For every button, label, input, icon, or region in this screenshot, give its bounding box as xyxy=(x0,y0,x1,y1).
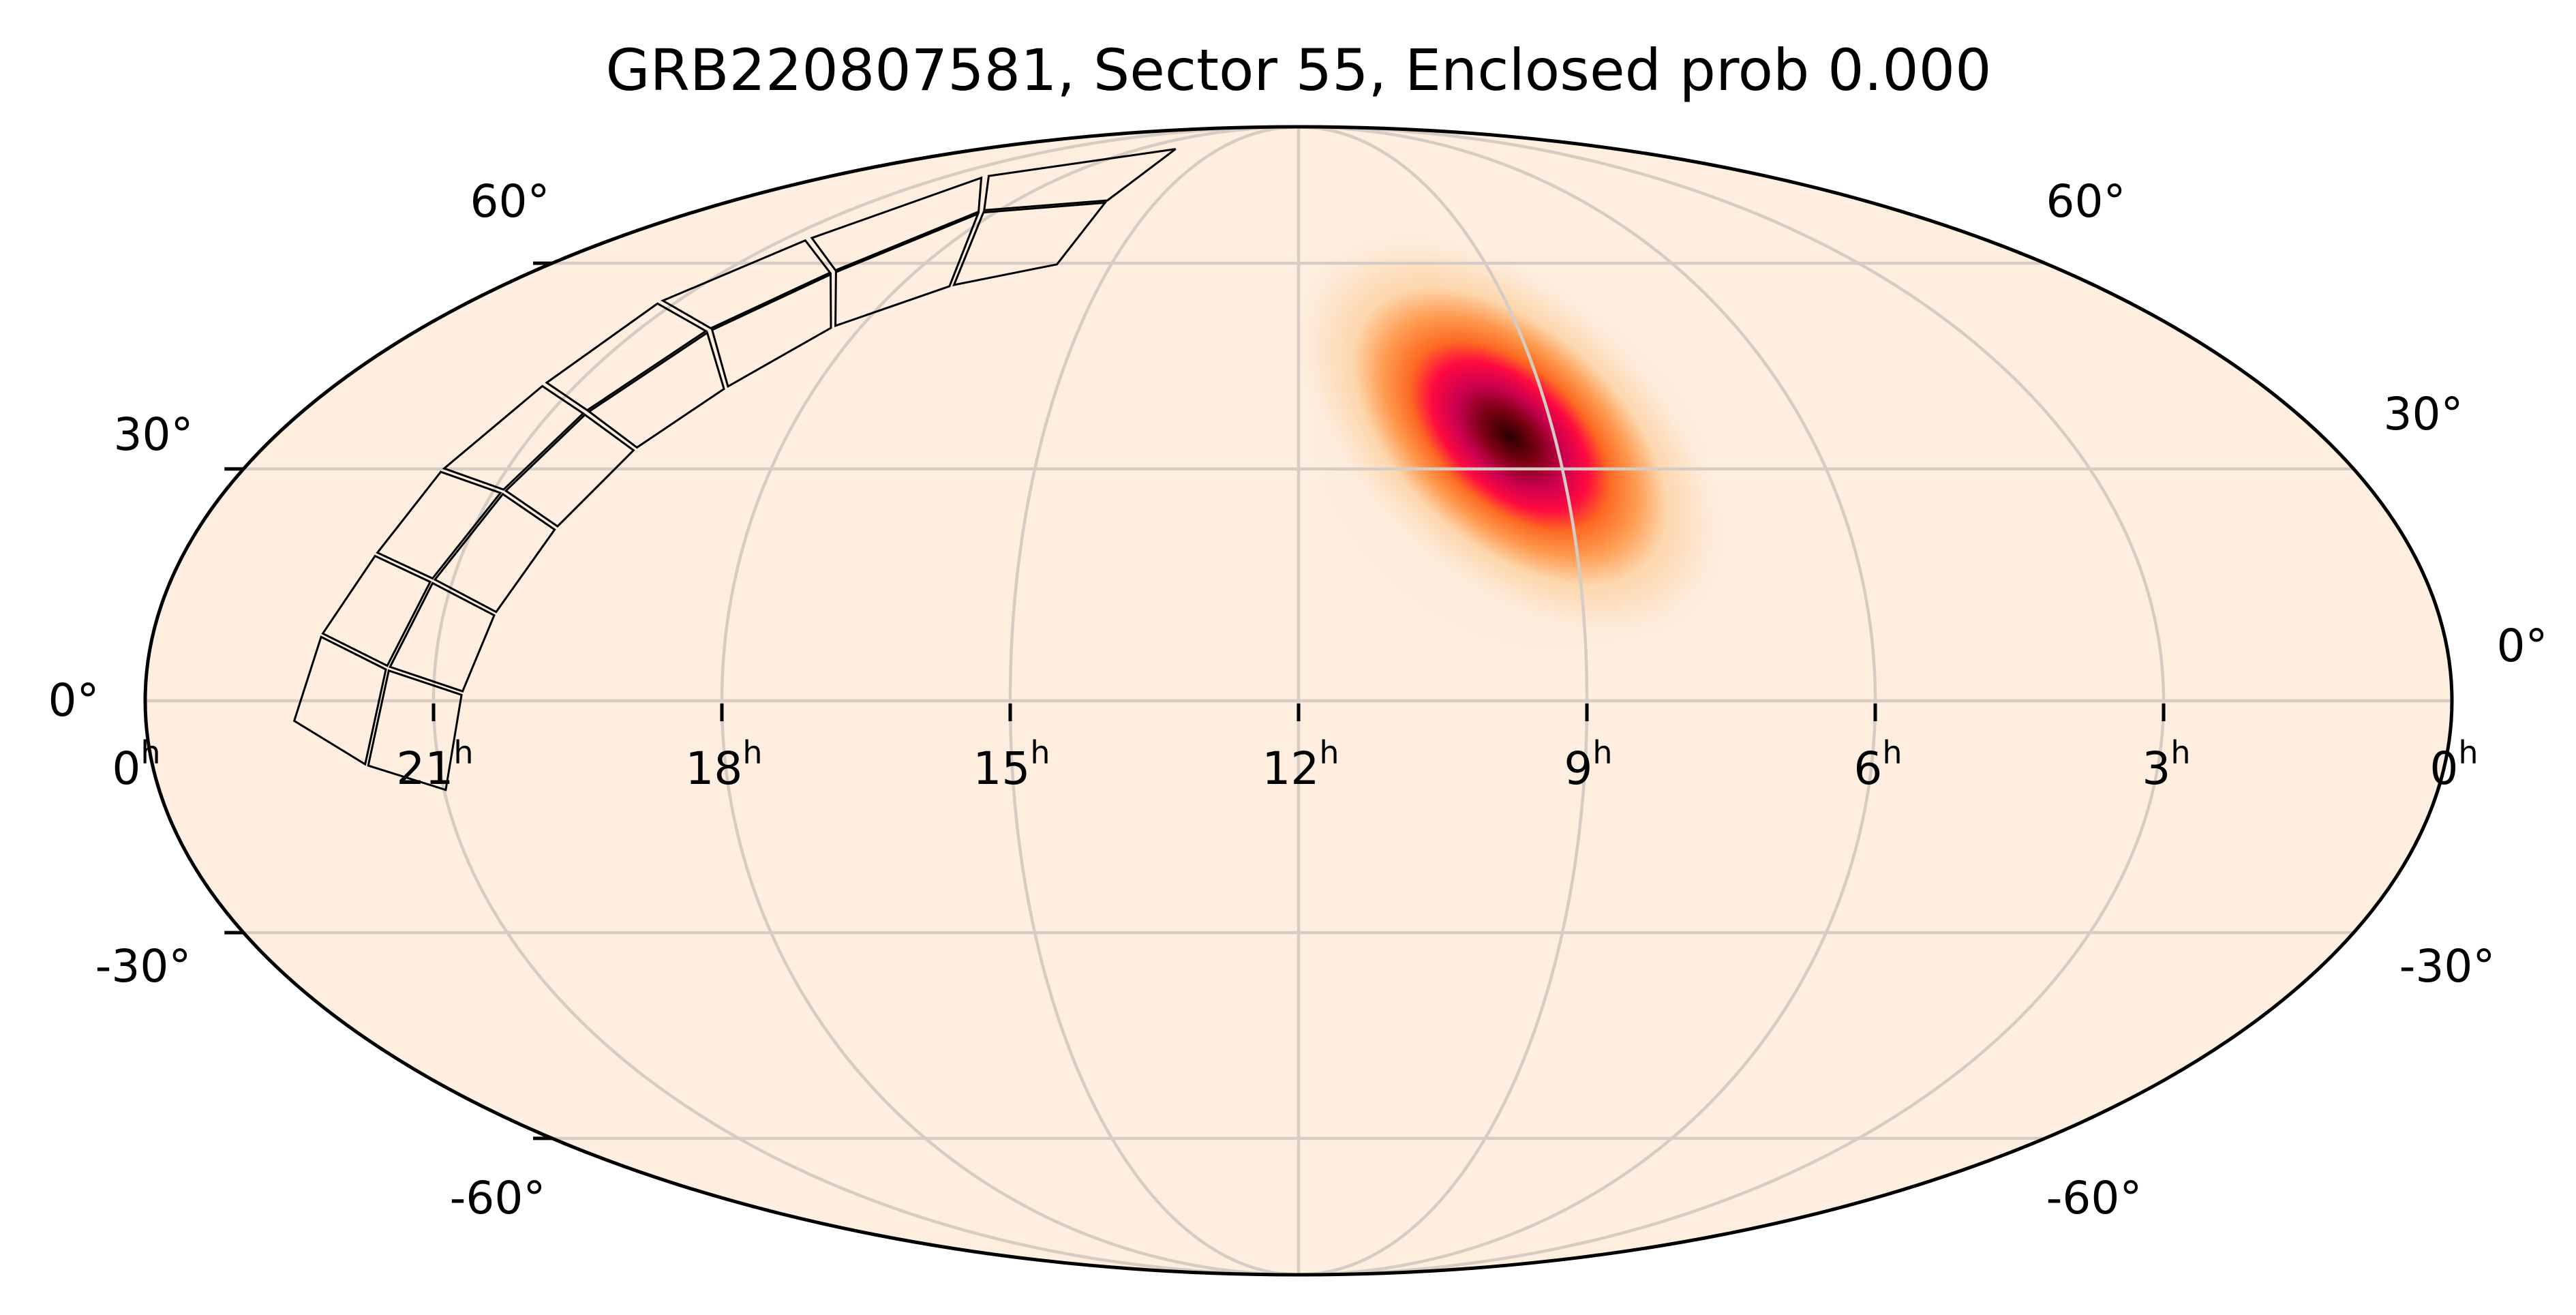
ra-label: 9h xyxy=(1564,734,1612,795)
ra-axis-labels: 0h 21h 18h 15h 12h 9h 6h 3h 0h xyxy=(112,734,2478,795)
ccd-tile xyxy=(376,470,502,580)
ccd-tile xyxy=(433,492,556,614)
ra-label: 0h xyxy=(112,734,160,795)
projection-frame xyxy=(143,125,2454,1277)
sector-footprint xyxy=(292,148,1177,791)
localization-core xyxy=(1292,230,1727,643)
axis-ticks xyxy=(224,261,2166,1140)
chart-title: GRB220807581, Sector 55, Enclosed prob 0… xyxy=(605,37,1991,104)
dec-label: 30° xyxy=(2384,388,2464,440)
dec-label: -60° xyxy=(2046,1172,2142,1224)
ccd-tile xyxy=(367,669,463,791)
localization-heatmap xyxy=(1245,216,1781,711)
ccd-tile xyxy=(661,239,832,330)
ccd-tile xyxy=(587,331,725,449)
dec-label: 0° xyxy=(48,674,100,727)
ccd-tile xyxy=(834,211,980,328)
ccd-tile xyxy=(504,413,635,528)
ra-label: 6h xyxy=(1853,734,1902,795)
ra-label: 21h xyxy=(396,734,473,795)
dec-label: -30° xyxy=(2399,940,2496,993)
ccd-tile xyxy=(952,201,1108,287)
dec-axis-labels-right: 60° 30° 0° -30° -60° xyxy=(2046,175,2548,1224)
ra-label: 12h xyxy=(1262,734,1339,795)
dec-label: -60° xyxy=(450,1172,546,1224)
ccd-tile xyxy=(545,302,708,412)
dec-label: 60° xyxy=(470,175,550,228)
ccd-tile xyxy=(321,554,432,667)
dec-axis-labels-left: 60° 30° 0° -30° -60° xyxy=(48,175,550,1224)
ccd-tile xyxy=(983,148,1177,212)
dec-label: -30° xyxy=(95,940,192,993)
ra-label: 3h xyxy=(2142,734,2190,795)
ccd-tile xyxy=(710,273,832,389)
ra-label: 18h xyxy=(685,734,762,795)
dec-label: 0° xyxy=(2497,620,2548,672)
ccd-tile xyxy=(442,384,585,491)
ccd-tile xyxy=(292,635,387,766)
ra-label: 15h xyxy=(973,734,1050,795)
dec-label: 60° xyxy=(2046,175,2126,228)
ccd-tile xyxy=(810,176,983,272)
dec-label: 30° xyxy=(114,408,194,461)
ccd-tile xyxy=(389,581,496,693)
ra-label: 0h xyxy=(2429,734,2478,795)
